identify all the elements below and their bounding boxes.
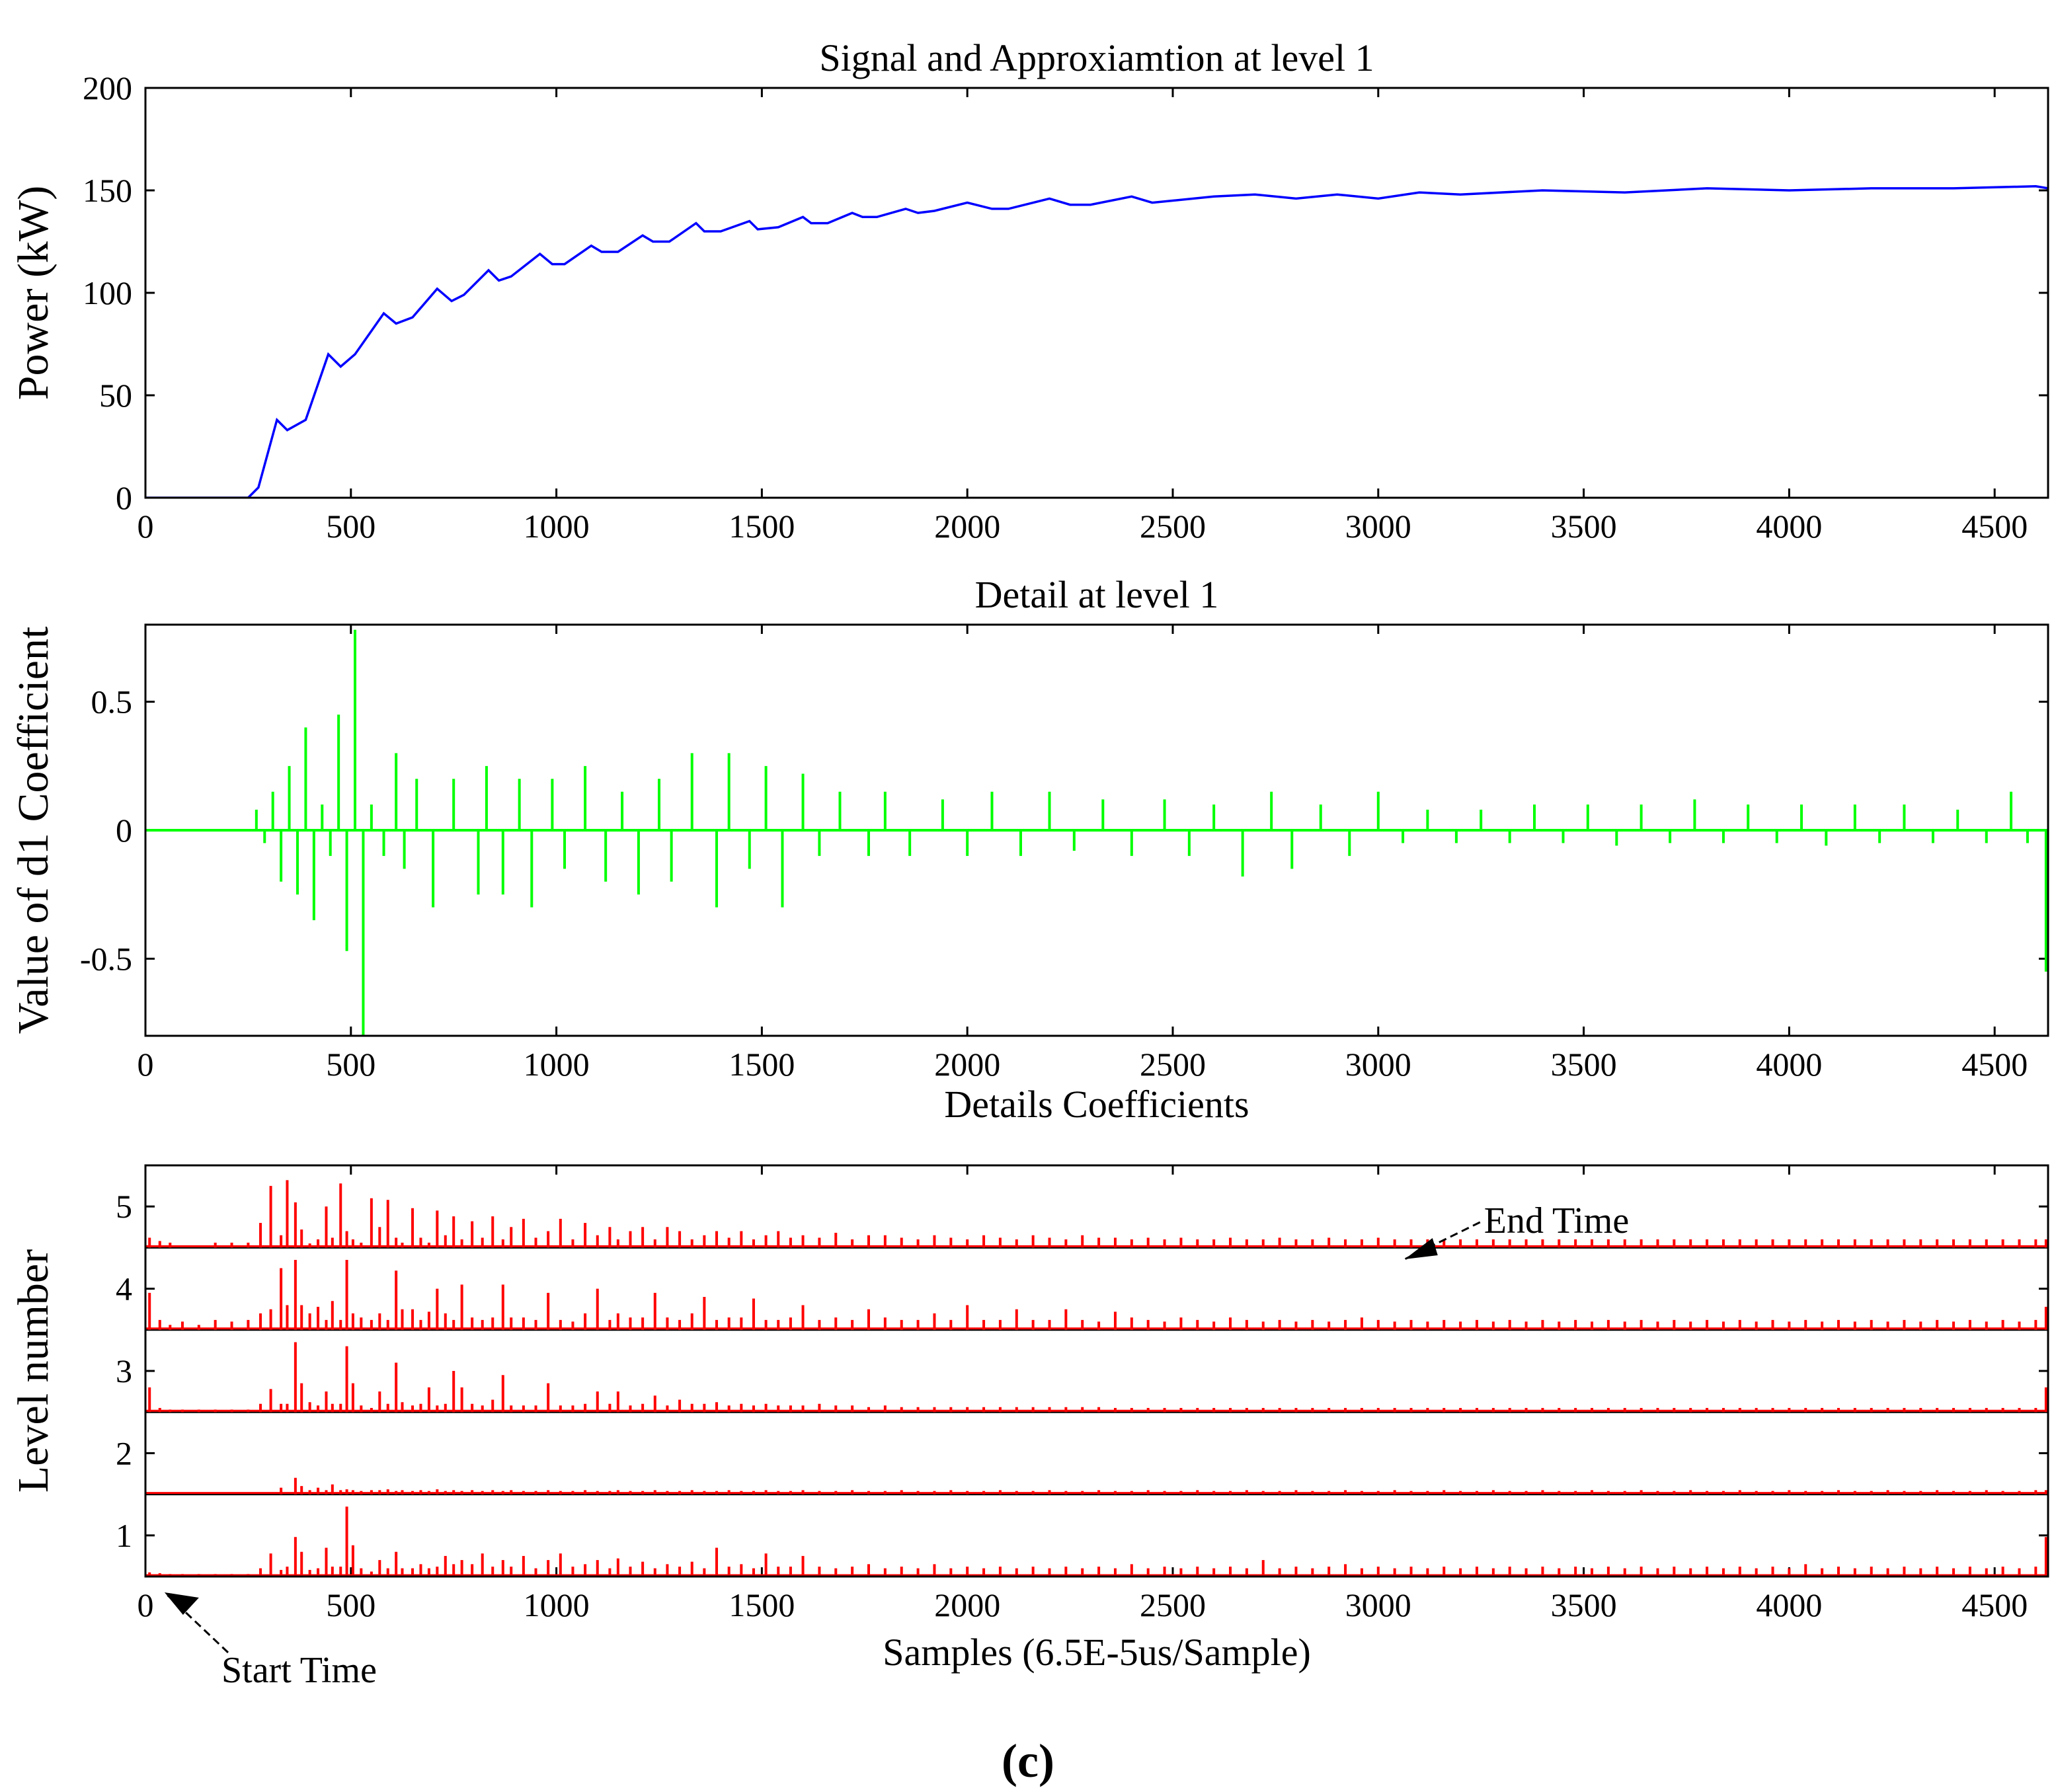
x-tick-label: 4000: [1756, 508, 1822, 545]
y-axis-label: Power (kW): [9, 186, 58, 400]
annotation-start-time: Start Time: [221, 1650, 377, 1691]
axes-frame: [144, 623, 2049, 1037]
x-tick-label: 2500: [1140, 1046, 1206, 1083]
x-tick-label: 4000: [1756, 1046, 1822, 1083]
x-tick-label: 0: [138, 1586, 154, 1623]
y-tick-label: 150: [83, 172, 132, 209]
y-tick-label: 4: [116, 1270, 132, 1307]
x-tick-label: 1000: [524, 1586, 590, 1623]
x-tick-label: 500: [326, 508, 376, 545]
x-tick-label: 3500: [1551, 1046, 1617, 1083]
x-tick-label: 1500: [729, 508, 795, 545]
y-tick-label: 100: [83, 274, 132, 311]
x-tick-label: 4000: [1756, 1586, 1822, 1623]
x-tick-label: 1500: [729, 1586, 795, 1623]
x-tick-label: 1000: [524, 1046, 590, 1083]
y-axis-label: Level number: [9, 1249, 58, 1493]
y-tick-label: 5: [116, 1188, 132, 1225]
panel-power: Signal and Approxiamtion at level 1 Power…: [9, 36, 2049, 545]
x-tick-label: 3500: [1551, 1586, 1617, 1623]
annotation-end-time: End Time: [1484, 1200, 1629, 1241]
y-axis-label: Value of d1 Coefficient: [9, 627, 58, 1034]
y-tick-label: 3: [116, 1352, 132, 1389]
y-tick-label: 2: [116, 1434, 132, 1471]
series-line-signal: [145, 185, 2048, 498]
x-tick-label: 4500: [1961, 508, 2028, 545]
plot-area: [145, 185, 2048, 498]
x-tick-label: 0: [138, 1046, 154, 1083]
x-tick-label: 3000: [1345, 1046, 1411, 1083]
x-tick-label: 3000: [1345, 1586, 1411, 1623]
y-tick-label: 0.5: [91, 683, 133, 721]
y-tick-label: 0: [116, 479, 132, 516]
x-axis-label: Details Coefficients: [944, 1083, 1249, 1126]
y-tick-label: 0: [116, 812, 132, 849]
y-tick-label: -0.5: [80, 940, 132, 977]
x-tick-label: 1500: [729, 1046, 795, 1083]
y-tick-label: 1: [116, 1517, 132, 1554]
x-tick-label: 3500: [1551, 508, 1617, 545]
plot-area: [145, 1180, 2048, 1577]
x-tick-label: 2500: [1140, 1586, 1206, 1623]
annotation-end-arrow-head: [1404, 1238, 1438, 1260]
annotation-start-arrow-head: [164, 1592, 199, 1615]
panel-d1-detail: Detail at level 1 Details Coefficients Val…: [9, 573, 2049, 1126]
plot-area: [145, 629, 2048, 1036]
x-tick-label: 500: [326, 1586, 376, 1623]
x-tick-label: 2000: [934, 1586, 1000, 1623]
x-tick-label: 4500: [1961, 1046, 2028, 1083]
x-tick-label: 1000: [524, 508, 590, 545]
axes-frame: [144, 87, 2049, 499]
chart-title: Signal and Approxiamtion at level 1: [819, 36, 1374, 79]
x-tick-label: 500: [326, 1046, 376, 1083]
x-tick-label: 2000: [934, 508, 1000, 545]
x-tick-label: 0: [138, 508, 154, 545]
chart-title: Detail at level 1: [975, 573, 1219, 616]
y-tick-label: 200: [83, 69, 132, 106]
annotation-start-arrow-line: [163, 1591, 229, 1654]
axes-frame: [144, 1164, 2049, 1578]
x-tick-label: 4500: [1961, 1586, 2028, 1623]
panel-levels: Samples (6.5E-5us/Sample) Level number 0 50…: [9, 1164, 2049, 1691]
y-tick-label: 50: [99, 377, 132, 414]
x-tick-label: 2000: [934, 1046, 1000, 1083]
x-axis-label: Samples (6.5E-5us/Sample): [883, 1631, 1311, 1674]
x-tick-label: 2500: [1140, 508, 1206, 545]
x-tick-label: 3000: [1345, 508, 1411, 545]
figure-caption: (c): [1002, 1734, 1054, 1787]
